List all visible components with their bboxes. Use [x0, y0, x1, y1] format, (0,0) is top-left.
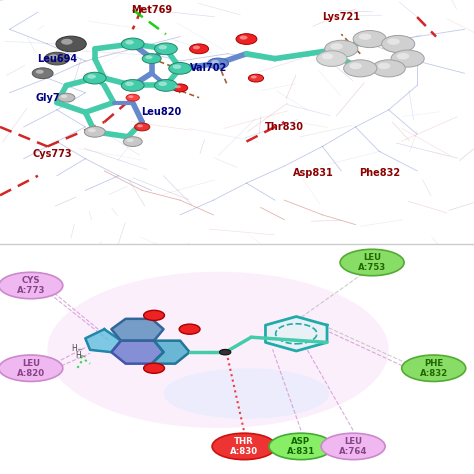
Text: Val702: Val702 [190, 64, 227, 73]
Text: ASP
A:831: ASP A:831 [287, 437, 315, 456]
Circle shape [387, 38, 400, 45]
Text: LEU
A:764: LEU A:764 [339, 437, 367, 456]
Circle shape [169, 63, 191, 74]
Ellipse shape [47, 272, 389, 428]
Circle shape [87, 74, 96, 79]
Circle shape [123, 137, 142, 146]
Circle shape [32, 68, 53, 79]
Text: THR
A:830: THR A:830 [230, 437, 258, 456]
Circle shape [155, 43, 177, 55]
Text: Lys721: Lys721 [322, 12, 360, 22]
Circle shape [121, 80, 144, 91]
Circle shape [382, 36, 415, 53]
Polygon shape [152, 341, 190, 364]
Circle shape [248, 74, 264, 82]
Circle shape [378, 63, 390, 69]
Circle shape [36, 70, 44, 74]
Circle shape [144, 310, 164, 320]
Circle shape [88, 128, 96, 132]
Circle shape [391, 50, 424, 67]
Text: CYS
A:773: CYS A:773 [17, 276, 45, 295]
Ellipse shape [0, 355, 63, 382]
Ellipse shape [321, 433, 385, 460]
Circle shape [317, 51, 347, 66]
Circle shape [179, 324, 200, 334]
Circle shape [83, 72, 106, 84]
Text: Leu820: Leu820 [141, 107, 181, 117]
Circle shape [397, 53, 409, 59]
Ellipse shape [269, 433, 333, 460]
Circle shape [127, 138, 134, 142]
Circle shape [146, 55, 153, 59]
Circle shape [173, 64, 181, 69]
Circle shape [84, 127, 105, 137]
Circle shape [236, 34, 257, 45]
Circle shape [128, 95, 133, 98]
Circle shape [61, 95, 67, 98]
Polygon shape [111, 341, 164, 364]
Text: Thr830: Thr830 [265, 122, 304, 132]
Circle shape [359, 34, 371, 40]
Circle shape [155, 80, 177, 91]
Circle shape [49, 55, 58, 59]
Circle shape [211, 60, 219, 64]
Text: PHE
A:832: PHE A:832 [419, 358, 448, 378]
Circle shape [125, 82, 134, 86]
Ellipse shape [402, 355, 465, 382]
Circle shape [121, 38, 144, 50]
Circle shape [330, 43, 343, 50]
Circle shape [325, 40, 358, 57]
Text: Leu694: Leu694 [37, 54, 77, 64]
Circle shape [61, 39, 73, 45]
Circle shape [144, 363, 164, 374]
Circle shape [175, 85, 181, 88]
Polygon shape [111, 319, 164, 341]
Ellipse shape [340, 249, 404, 276]
Circle shape [126, 94, 139, 101]
Circle shape [158, 82, 167, 86]
Circle shape [158, 45, 167, 49]
Circle shape [208, 58, 228, 69]
Circle shape [142, 54, 161, 64]
Circle shape [219, 349, 231, 355]
Text: Cys773: Cys773 [32, 149, 72, 159]
Circle shape [251, 75, 257, 79]
Polygon shape [85, 329, 121, 352]
Circle shape [193, 46, 200, 49]
Text: LEU
A:753: LEU A:753 [358, 253, 386, 272]
Ellipse shape [0, 272, 63, 299]
Circle shape [125, 40, 134, 45]
Circle shape [344, 60, 377, 77]
Text: Met769: Met769 [131, 5, 172, 15]
Circle shape [239, 36, 247, 40]
Text: H: H [72, 344, 77, 353]
Circle shape [349, 63, 362, 69]
Text: H: H [75, 351, 81, 360]
Polygon shape [265, 317, 327, 351]
Circle shape [137, 124, 143, 128]
Circle shape [45, 52, 69, 65]
Circle shape [190, 44, 209, 54]
Circle shape [135, 123, 150, 131]
Circle shape [372, 60, 405, 77]
Ellipse shape [212, 433, 276, 460]
Circle shape [56, 36, 86, 52]
Circle shape [353, 30, 386, 47]
Text: Phe832: Phe832 [359, 168, 400, 178]
Circle shape [173, 84, 188, 92]
Text: LEU
A:820: LEU A:820 [17, 358, 45, 378]
Text: Gly7: Gly7 [35, 92, 60, 103]
Text: Asp831: Asp831 [292, 168, 333, 178]
Circle shape [58, 93, 75, 102]
Circle shape [322, 54, 333, 59]
Ellipse shape [164, 368, 329, 419]
